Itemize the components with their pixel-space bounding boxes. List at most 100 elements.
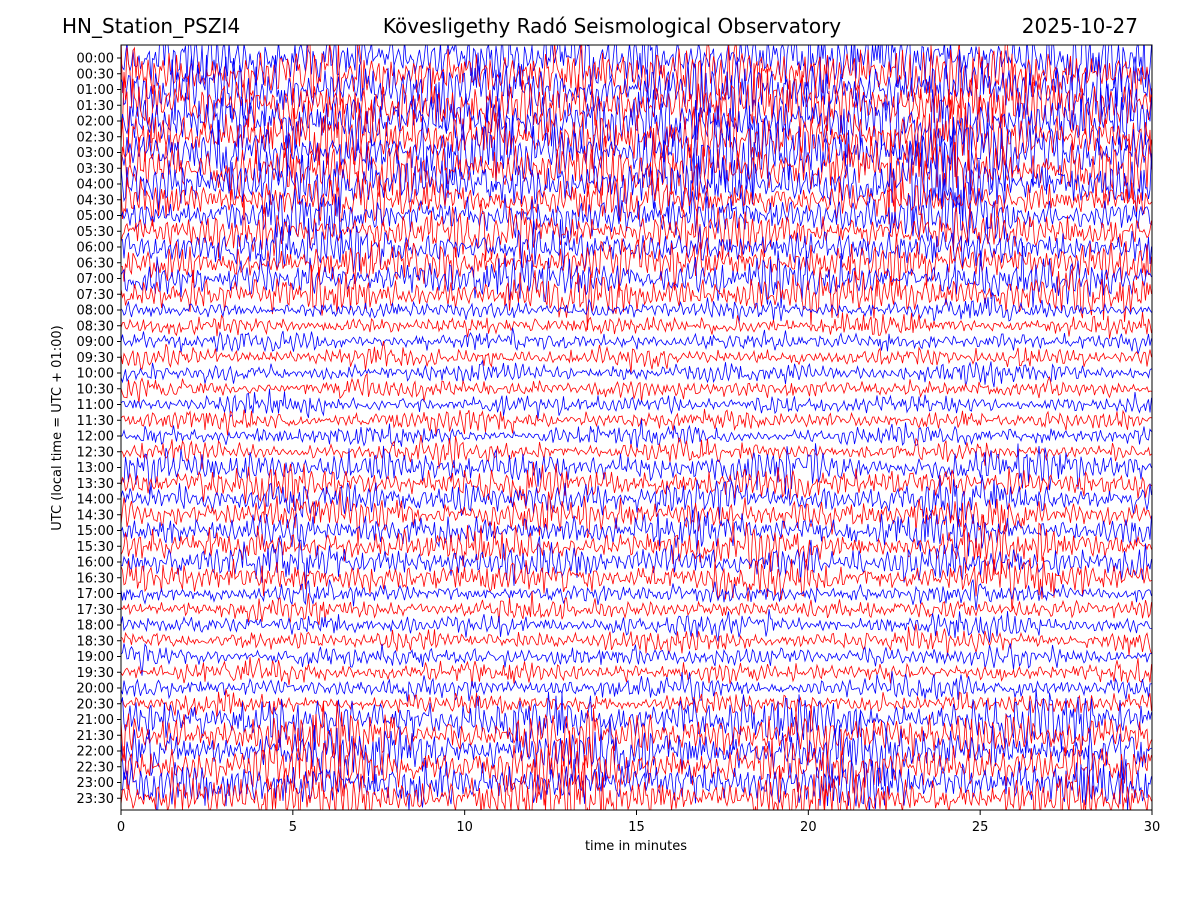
y-tick-label: 13:00 (77, 461, 114, 476)
y-tick-label: 22:30 (77, 760, 114, 775)
seismic-trace-2130 (121, 700, 1152, 779)
seismic-trace-2330 (121, 754, 1152, 810)
x-tick-label: 30 (1144, 820, 1161, 835)
date-label: 2025-10-27 (1021, 14, 1138, 38)
y-tick-label: 19:00 (77, 650, 114, 665)
y-tick-label: 08:00 (77, 304, 114, 319)
seismic-trace-1830 (121, 623, 1152, 657)
seismic-trace-0030 (121, 45, 1152, 130)
y-tick-label: 21:00 (77, 713, 114, 728)
seismic-trace-0530 (121, 197, 1152, 261)
y-tick-label: 22:00 (77, 745, 114, 760)
y-axis: 00:0000:3001:0001:3002:0002:3003:0003:30… (77, 52, 121, 807)
y-tick-label: 03:00 (77, 146, 114, 161)
y-tick-label: 09:00 (77, 335, 114, 350)
seismic-trace-1530 (121, 514, 1152, 576)
y-tick-label: 10:30 (77, 382, 114, 397)
y-tick-label: 12:00 (77, 430, 114, 445)
y-tick-label: 17:00 (77, 587, 114, 602)
y-tick-label: 16:30 (77, 571, 114, 586)
seismic-trace-0130 (121, 53, 1152, 150)
seismic-trace-0930 (121, 340, 1152, 374)
y-tick-label: 11:30 (77, 414, 114, 429)
y-tick-label: 06:00 (77, 241, 114, 256)
seismic-trace-0800 (121, 292, 1152, 324)
x-tick-label: 25 (972, 820, 989, 835)
station-name: HN_Station_PSZI4 (62, 14, 241, 38)
seismic-trace-0500 (121, 178, 1152, 247)
seismic-trace-0700 (121, 242, 1152, 309)
y-tick-label: 01:30 (77, 99, 114, 114)
y-tick-label: 18:00 (77, 619, 114, 634)
y-tick-label: 01:00 (77, 83, 114, 98)
y-tick-label: 18:30 (77, 634, 114, 649)
seismic-trace-1500 (121, 509, 1152, 557)
y-tick-label: 04:00 (77, 178, 114, 193)
x-tick-label: 20 (800, 820, 817, 835)
seismic-trace-1700 (121, 579, 1152, 611)
x-tick-label: 0 (117, 820, 125, 835)
seismic-trace-0730 (121, 265, 1152, 331)
seismic-traces (121, 45, 1152, 810)
seismic-trace-1130 (121, 408, 1152, 436)
seismic-trace-1230 (121, 435, 1152, 470)
seismic-trace-2100 (121, 688, 1152, 754)
y-tick-label: 05:00 (77, 209, 114, 224)
seismic-trace-1100 (121, 388, 1152, 419)
seismic-trace-1000 (121, 359, 1152, 388)
seismic-trace-1900 (121, 642, 1152, 676)
seismic-trace-1600 (121, 535, 1152, 588)
y-tick-label: 02:00 (77, 115, 114, 130)
y-tick-label: 23:30 (77, 792, 114, 807)
y-tick-label: 12:30 (77, 445, 114, 460)
y-tick-label: 05:30 (77, 225, 114, 240)
seismic-trace-0400 (121, 135, 1152, 233)
seismic-trace-1200 (121, 419, 1152, 450)
seismic-trace-1030 (121, 373, 1152, 404)
seismic-trace-0230 (121, 96, 1152, 178)
y-tick-label: 15:30 (77, 540, 114, 555)
seismic-trace-2030 (121, 688, 1152, 719)
y-tick-label: 13:30 (77, 477, 114, 492)
x-axis: 0 5 10 15 20 25 30 (117, 810, 1160, 835)
seismic-trace-0830 (121, 311, 1152, 339)
y-tick-label: 14:00 (77, 493, 114, 508)
y-tick-label: 08:30 (77, 319, 114, 334)
y-tick-label: 16:00 (77, 556, 114, 571)
seismic-trace-0300 (121, 98, 1152, 202)
y-tick-label: 00:30 (77, 67, 114, 82)
y-tick-label: 07:30 (77, 288, 114, 303)
y-tick-label: 17:30 (77, 603, 114, 618)
seismic-trace-0330 (121, 127, 1152, 226)
seismic-trace-1330 (121, 462, 1152, 516)
seismic-trace-1800 (121, 609, 1152, 643)
y-tick-label: 15:00 (77, 524, 114, 539)
seismic-trace-0600 (121, 215, 1152, 273)
x-tick-label: 10 (456, 820, 473, 835)
x-tick-label: 15 (628, 820, 645, 835)
seismic-trace-2200 (121, 712, 1152, 787)
y-tick-label: 04:30 (77, 193, 114, 208)
y-tick-label: 14:30 (77, 508, 114, 523)
seismic-trace-1630 (121, 556, 1152, 611)
x-tick-label: 5 (289, 820, 297, 835)
y-axis-label: UTC (local time = UTC + 01:00) (50, 325, 65, 530)
y-tick-label: 09:30 (77, 351, 114, 366)
y-tick-label: 21:30 (77, 729, 114, 744)
y-tick-label: 00:00 (77, 52, 114, 67)
seismic-trace-0900 (121, 327, 1152, 355)
y-tick-label: 20:30 (77, 697, 114, 712)
seismic-trace-1300 (121, 443, 1152, 495)
y-tick-label: 07:00 (77, 272, 114, 287)
chart-title: Kövesligethy Radó Seismological Observat… (382, 14, 842, 38)
seismic-trace-1400 (121, 474, 1152, 526)
y-tick-label: 19:30 (77, 666, 114, 681)
seismic-trace-1930 (121, 657, 1152, 687)
seismic-trace-2000 (121, 671, 1152, 704)
seismic-trace-2300 (121, 745, 1152, 810)
y-tick-label: 23:00 (77, 776, 114, 791)
x-axis-label: time in minutes (585, 839, 687, 854)
y-tick-label: 06:30 (77, 256, 114, 271)
seismic-trace-0630 (121, 233, 1152, 298)
